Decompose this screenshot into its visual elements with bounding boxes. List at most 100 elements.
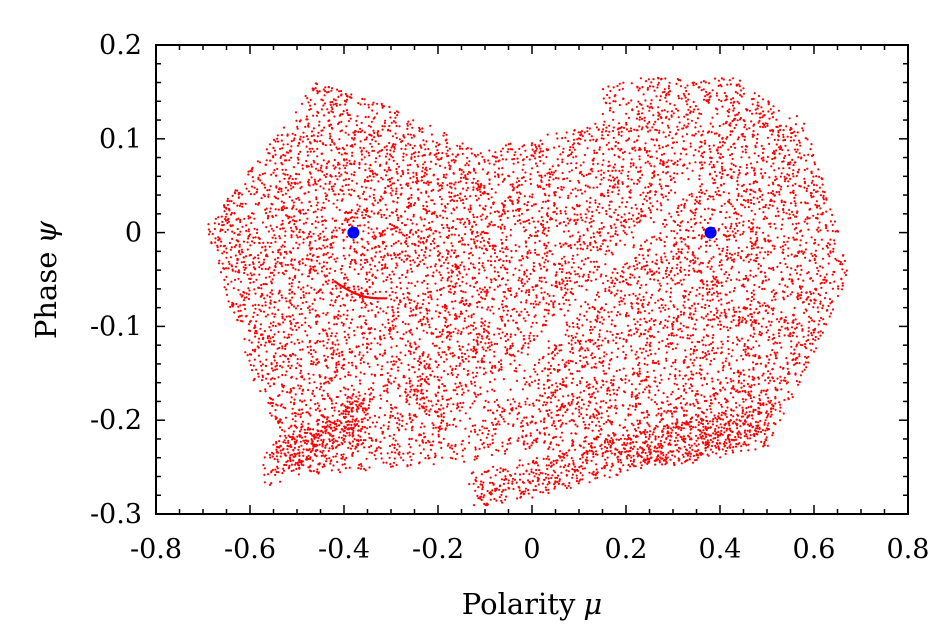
scatter-point [750, 247, 753, 250]
scatter-point [383, 436, 386, 439]
scatter-point [604, 263, 607, 266]
scatter-point [769, 251, 773, 254]
scatter-point [298, 454, 301, 457]
scatter-point [769, 129, 772, 132]
scatter-point [728, 291, 732, 294]
scatter-point [475, 223, 478, 226]
scatter-point [747, 260, 751, 263]
scatter-point [455, 407, 459, 410]
scatter-point [738, 279, 741, 282]
scatter-point [819, 194, 823, 197]
scatter-point [734, 445, 738, 448]
scatter-point [302, 208, 305, 211]
scatter-point [652, 221, 655, 224]
scatter-point [561, 161, 564, 164]
scatter-point [360, 237, 363, 240]
scatter-point [619, 377, 623, 380]
scatter-point [742, 230, 745, 233]
scatter-point [388, 141, 391, 145]
scatter-point [580, 285, 584, 288]
scatter-point [253, 358, 256, 361]
scatter-point [684, 256, 687, 259]
scatter-point [392, 327, 395, 330]
scatter-point [816, 204, 819, 207]
scatter-point [445, 133, 448, 136]
scatter-point [468, 417, 471, 420]
scatter-point [643, 116, 646, 119]
scatter-point [788, 153, 791, 156]
scatter-point [756, 236, 759, 239]
scatter-point [697, 247, 701, 250]
scatter-point [743, 285, 746, 288]
scatter-point [388, 180, 392, 183]
scatter-point [480, 306, 484, 309]
scatter-point [666, 320, 669, 323]
scatter-point [758, 394, 761, 397]
scatter-point [596, 249, 599, 252]
scatter-point [689, 291, 692, 294]
scatter-point [721, 247, 725, 250]
scatter-point [481, 357, 484, 360]
scatter-point [687, 93, 690, 96]
scatter-point [422, 207, 425, 210]
scatter-point [511, 183, 514, 186]
scatter-point [452, 403, 455, 406]
scatter-point [688, 162, 691, 165]
scatter-point [689, 145, 692, 148]
scatter-point [289, 175, 292, 178]
scatter-point [795, 345, 798, 348]
scatter-point [402, 152, 405, 155]
scatter-point [613, 211, 616, 214]
scatter-point [316, 407, 319, 410]
scatter-point [372, 175, 375, 178]
scatter-point [400, 187, 403, 190]
scatter-point [715, 238, 718, 241]
scatter-point [607, 178, 610, 181]
scatter-point [711, 341, 715, 344]
scatter-point [281, 168, 284, 171]
scatter-point [434, 263, 437, 266]
scatter-point [720, 403, 723, 406]
scatter-point [309, 242, 312, 245]
scatter-point [333, 406, 336, 409]
scatter-point [801, 370, 804, 373]
scatter-point [827, 253, 830, 256]
scatter-point [424, 256, 427, 259]
scatter-point [692, 364, 695, 367]
scatter-point [325, 332, 328, 335]
scatter-point [599, 433, 602, 436]
scatter-point [548, 433, 551, 436]
scatter-point [656, 279, 660, 282]
scatter-point [653, 165, 656, 168]
scatter-point [832, 250, 835, 253]
scatter-point [531, 148, 534, 151]
scatter-point [453, 417, 456, 420]
scatter-point [259, 323, 262, 326]
scatter-point [571, 206, 574, 209]
scatter-point [574, 341, 577, 344]
scatter-point [523, 195, 526, 198]
scatter-point [446, 155, 449, 158]
scatter-point [332, 164, 335, 167]
scatter-point [381, 354, 384, 357]
scatter-point [685, 153, 688, 156]
scatter-point [495, 398, 499, 402]
scatter-point [347, 388, 350, 391]
scatter-point [715, 452, 718, 455]
scatter-point [595, 402, 598, 405]
scatter-point [395, 187, 398, 190]
scatter-point [605, 126, 608, 129]
scatter-point [601, 88, 605, 91]
scatter-point [426, 320, 429, 323]
scatter-point [790, 352, 793, 355]
scatter-point [628, 212, 631, 215]
scatter-point [751, 222, 754, 225]
scatter-point [794, 123, 798, 126]
scatter-point [512, 162, 515, 165]
scatter-point [703, 399, 707, 403]
scatter-point [509, 335, 512, 338]
scatter-point [472, 338, 475, 341]
scatter-point [504, 199, 507, 203]
scatter-point [674, 161, 677, 164]
scatter-point [560, 264, 564, 267]
